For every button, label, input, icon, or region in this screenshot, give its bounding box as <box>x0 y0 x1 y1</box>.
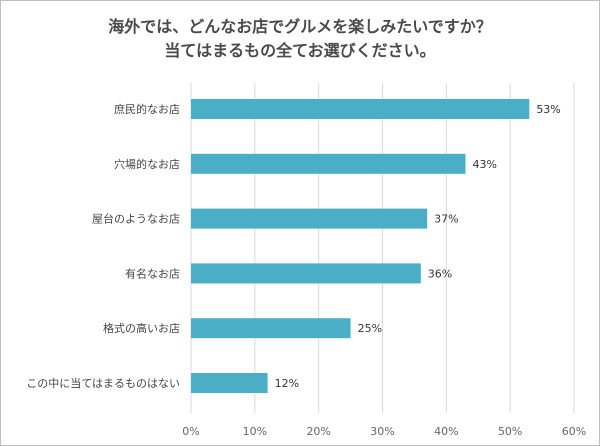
bar <box>191 318 351 339</box>
category-label: この中に当てはまるものはない <box>26 376 180 390</box>
bar <box>191 373 268 393</box>
category-label: 庶民的なお店 <box>114 102 180 116</box>
chart-title-line-2: 当てはまるもの全てお選びください。 <box>164 41 436 60</box>
x-tick-label: 30% <box>370 425 394 438</box>
chart-title: 海外では、どんなお店でグルメを楽しみたいですか？ 当てはまるもの全てお選びくださ… <box>1 15 599 63</box>
value-label: 25% <box>358 322 382 335</box>
x-tick-label: 20% <box>306 425 330 438</box>
x-tick-label: 40% <box>434 425 458 438</box>
x-tick-label: 50% <box>498 425 522 438</box>
category-label: 有名なお店 <box>125 266 180 280</box>
bar <box>191 208 428 229</box>
x-tick-label: 10% <box>243 425 267 438</box>
category-label: 穴場的なお店 <box>114 157 180 171</box>
category-label: 格式の高いお店 <box>103 321 180 335</box>
x-tick-label: 0% <box>182 425 199 438</box>
bar <box>191 263 421 284</box>
value-label: 43% <box>472 158 496 171</box>
value-label: 37% <box>434 213 458 226</box>
category-label: 屋台のようなお店 <box>92 212 180 226</box>
x-tick-label: 60% <box>562 425 586 438</box>
value-label: 36% <box>428 267 452 280</box>
bar <box>191 153 466 174</box>
bar <box>191 99 530 119</box>
value-label: 53% <box>536 103 560 116</box>
value-label: 12% <box>275 377 299 390</box>
chart-title-line-1: 海外では、どんなお店でグルメを楽しみたいですか？ <box>108 17 492 36</box>
